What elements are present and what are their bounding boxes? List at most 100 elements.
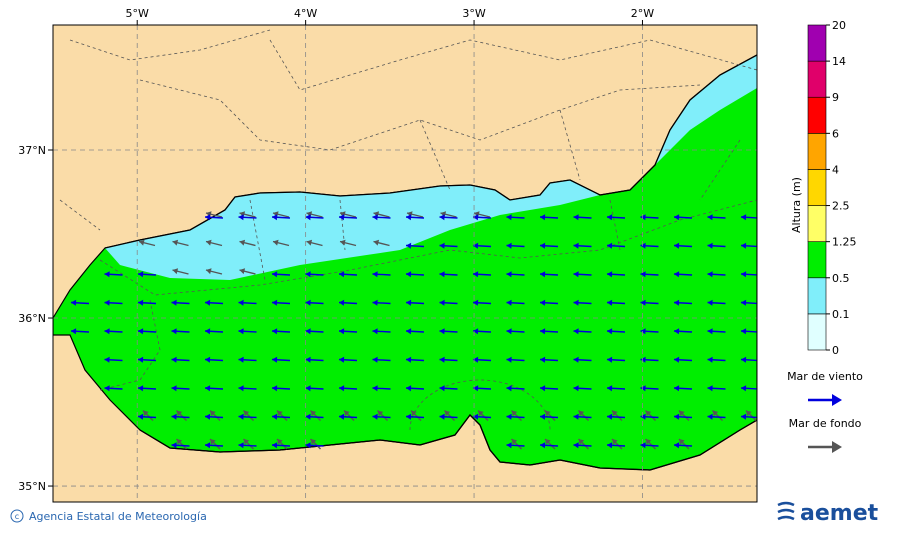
- wave-arrowhead: [573, 413, 579, 420]
- lat-label: 35°N: [18, 480, 46, 493]
- borders: [59, 29, 757, 431]
- wave-arrowhead: [138, 385, 144, 392]
- wave-arrowhead: [607, 299, 613, 306]
- wave-arrowhead: [741, 299, 747, 306]
- colorbar-segment: [807, 205, 827, 242]
- wave-arrowhead: [540, 356, 546, 363]
- wave-arrowhead: [607, 271, 613, 278]
- wave-arrowhead: [273, 239, 279, 246]
- wave-arrowhead: [243, 439, 250, 445]
- wave-arrowhead: [573, 442, 579, 449]
- colorbar-segment: [807, 313, 827, 351]
- wave-arrowhead: [540, 214, 546, 221]
- wave-arrowhead: [238, 442, 244, 449]
- wave-arrowhead: [205, 328, 211, 335]
- wave-arrowhead: [340, 211, 346, 218]
- colorbar-label: 6: [832, 127, 839, 140]
- wave-arrowhead: [679, 410, 685, 417]
- wave-arrowhead: [506, 413, 512, 420]
- legend-label: Mar de fondo: [789, 417, 862, 430]
- wave-arrowhead: [171, 356, 177, 363]
- wave-arrowhead: [206, 239, 212, 246]
- wave-arrowhead: [238, 385, 244, 392]
- calm-sea: [655, 55, 757, 165]
- wave-arrowhead: [372, 214, 378, 221]
- colorbar-label: 0: [832, 344, 839, 357]
- wave-arrowhead: [243, 410, 250, 417]
- wave-arrowhead: [239, 268, 246, 275]
- wave-arrowhead: [238, 299, 244, 306]
- wave-arrowhead: [372, 356, 378, 363]
- wave-arrowhead: [210, 439, 216, 445]
- wave-arrowhead: [310, 410, 317, 417]
- copyright-symbol: c: [15, 512, 19, 521]
- lon-label: 2°W: [631, 7, 654, 20]
- wave-arrowhead: [104, 271, 110, 278]
- wave-arrowhead: [306, 211, 313, 218]
- wave-arrowhead: [640, 271, 646, 278]
- legend-arrowhead: [832, 394, 842, 406]
- wave-arrowhead: [640, 356, 646, 363]
- wave-arrowhead: [674, 299, 680, 306]
- wave-arrowhead: [506, 214, 512, 221]
- wave-arrowhead: [640, 442, 646, 449]
- wave-arrowhead: [171, 413, 177, 420]
- wave-arrowhead: [640, 214, 646, 221]
- arrow-field: [70, 211, 757, 450]
- wave-arrowhead: [138, 413, 144, 420]
- wave-arrowhead: [272, 413, 278, 420]
- wave-arrowhead: [545, 439, 551, 445]
- wave-arrowhead: [573, 242, 579, 249]
- wave-arrowhead: [506, 328, 512, 335]
- wave-arrowhead: [607, 413, 613, 420]
- map: [53, 25, 757, 502]
- wave-arrowhead: [506, 442, 512, 449]
- wave-arrowhead: [339, 328, 345, 335]
- wave-arrowhead: [540, 413, 546, 420]
- colorbar-label: 4: [832, 163, 839, 176]
- wave-arrowhead: [473, 385, 479, 392]
- wave-arrowhead: [679, 439, 685, 445]
- wave-arrowhead: [612, 410, 618, 417]
- wave-arrowhead: [171, 385, 177, 392]
- wave-arrowhead: [540, 385, 546, 392]
- wave-arrowhead: [71, 328, 77, 335]
- map-frame: [52, 24, 758, 503]
- logo: aemet: [800, 501, 879, 526]
- wave-arrowhead: [277, 410, 283, 417]
- wave-arrowhead: [205, 214, 211, 221]
- wave-arrowhead: [741, 214, 747, 221]
- wave-arrowhead: [607, 328, 613, 335]
- wave-arrowhead: [138, 328, 144, 335]
- wave-arrowhead: [473, 271, 479, 278]
- wave-arrowhead: [607, 242, 613, 249]
- wave-arrowhead: [540, 271, 546, 278]
- wave-arrowhead: [741, 242, 747, 249]
- logo-icon: [777, 501, 795, 521]
- wave-arrowhead: [645, 439, 652, 445]
- wave-arrowhead: [439, 356, 445, 363]
- wave-arrowhead: [439, 328, 445, 335]
- wave-arrowhead: [172, 268, 179, 275]
- wave-arrowhead: [205, 356, 211, 363]
- wave-arrowhead: [506, 299, 512, 306]
- wave-arrowhead: [272, 299, 278, 306]
- wave-arrowhead: [506, 271, 512, 278]
- wave-arrowhead: [607, 214, 613, 221]
- wave-arrowhead: [104, 385, 110, 392]
- wave-arrowhead: [272, 385, 278, 392]
- wave-arrowhead: [171, 328, 177, 335]
- copyright-icon: [10, 509, 24, 523]
- wave-arrowhead: [339, 385, 345, 392]
- wave-arrowhead: [578, 410, 585, 417]
- lat-label: 36°N: [18, 312, 46, 325]
- wave-arrowhead: [607, 442, 613, 449]
- wave-arrowhead: [540, 299, 546, 306]
- calm-sea: [105, 180, 600, 280]
- wave-arrowhead: [473, 214, 479, 221]
- wave-arrowhead: [674, 442, 680, 449]
- wave-arrowhead: [746, 410, 752, 417]
- wave-arrowhead: [707, 413, 713, 420]
- wave-arrowhead: [139, 239, 145, 246]
